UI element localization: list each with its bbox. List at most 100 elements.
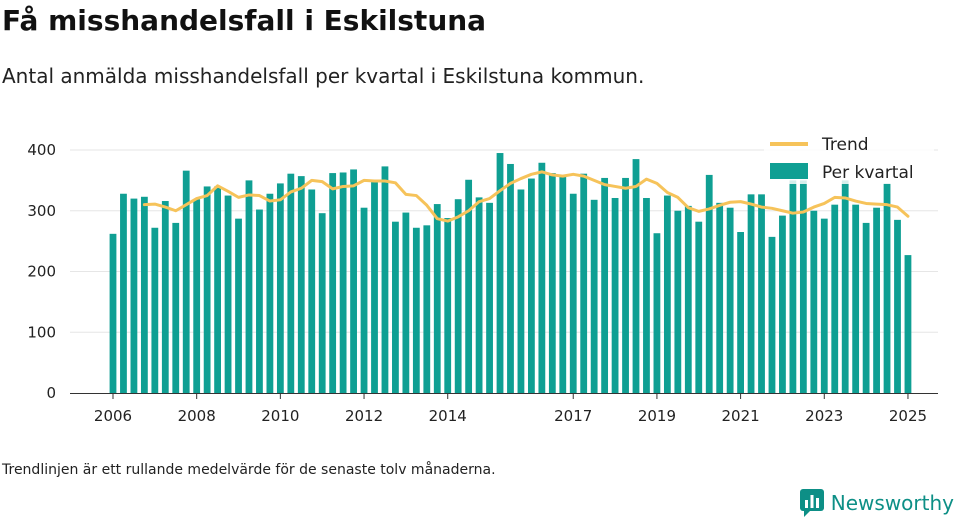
legend-trend-label: Trend — [821, 135, 869, 155]
bar — [339, 172, 347, 393]
bar — [214, 186, 221, 393]
bar — [120, 193, 127, 393]
bar — [590, 199, 598, 393]
bar — [161, 201, 169, 393]
bar — [151, 227, 159, 393]
bar — [663, 195, 671, 393]
y-axis-ticks: 0 100 200 300 400 — [27, 141, 56, 402]
trend-line — [142, 170, 910, 223]
bar — [684, 205, 692, 393]
bar — [758, 194, 765, 393]
bar — [538, 162, 546, 393]
bar — [392, 221, 399, 393]
brand: Newsworthy — [799, 488, 954, 518]
bar — [266, 193, 274, 393]
bar — [695, 221, 703, 393]
bar — [789, 180, 797, 394]
y-tick-label: 0 — [46, 384, 56, 402]
bar — [433, 204, 441, 393]
bar — [444, 218, 452, 393]
bar — [182, 170, 190, 393]
bar — [841, 180, 849, 394]
legend-bar-label: Per kvartal — [822, 163, 914, 183]
bar — [632, 159, 640, 393]
bar — [548, 173, 556, 393]
bar — [224, 195, 232, 393]
bar — [517, 189, 525, 393]
bar — [674, 210, 682, 393]
legend-bar-swatch — [770, 163, 808, 179]
bar — [894, 219, 901, 393]
bar — [486, 202, 493, 393]
bar — [350, 169, 357, 393]
bar — [705, 174, 713, 393]
x-tick-label: 2017 — [554, 407, 592, 425]
brand-name: Newsworthy — [830, 491, 954, 515]
bar — [883, 183, 891, 393]
x-axis-ticks: 2006 2008 2010 2012 2014 2017 2019 2021 2023 2025 — [94, 393, 927, 425]
bar — [653, 233, 661, 393]
x-tick-label: 2008 — [178, 407, 216, 425]
bar — [454, 199, 462, 393]
bar — [308, 189, 316, 393]
bar — [256, 209, 263, 393]
bar — [360, 207, 368, 393]
bars-per-kvartal — [109, 153, 912, 394]
x-tick-label: 2023 — [805, 407, 843, 425]
bar — [371, 181, 378, 393]
bar — [297, 176, 305, 393]
bar — [528, 178, 535, 393]
newsworthy-logo-icon — [799, 489, 824, 517]
y-tick-label: 400 — [27, 141, 56, 159]
bar — [475, 197, 483, 393]
bar — [726, 207, 734, 393]
bar — [130, 198, 138, 393]
bar — [852, 204, 860, 393]
bar — [381, 166, 389, 393]
bar — [716, 202, 724, 393]
bar — [643, 197, 650, 393]
chart-title: Få misshandelsfall i Eskilstuna — [2, 4, 487, 37]
bar — [412, 227, 420, 393]
bar — [622, 177, 629, 393]
bar — [611, 197, 619, 393]
bar — [318, 213, 326, 393]
bar — [109, 233, 117, 393]
x-tick-label: 2019 — [638, 407, 676, 425]
bar — [580, 173, 588, 393]
bar — [873, 207, 880, 393]
bar — [329, 173, 337, 393]
bar — [496, 153, 504, 393]
bar — [287, 173, 295, 393]
bar — [799, 180, 807, 394]
bar — [904, 255, 912, 393]
bar — [507, 163, 514, 393]
bar — [465, 179, 473, 393]
x-tick-label: 2012 — [345, 407, 383, 425]
bar — [276, 183, 284, 393]
chart-subtitle: Antal anmälda misshandelsfall per kvarta… — [2, 64, 645, 88]
footnote: Trendlinjen är ett rullande medelvärde f… — [2, 462, 496, 478]
y-tick-label: 200 — [27, 263, 56, 281]
bar — [402, 212, 410, 393]
bar — [820, 218, 828, 393]
bar — [831, 204, 839, 393]
bar — [747, 194, 755, 393]
bar — [737, 232, 744, 393]
bar — [768, 236, 776, 393]
legend: Trend Per kvartal — [764, 130, 934, 184]
bar — [601, 177, 609, 393]
x-tick-label: 2025 — [889, 407, 927, 425]
x-tick-label: 2010 — [261, 407, 299, 425]
y-tick-label: 300 — [27, 202, 56, 220]
bar — [203, 186, 211, 393]
bar — [193, 199, 201, 393]
bar — [862, 222, 870, 393]
bar — [245, 180, 253, 394]
bar — [423, 225, 431, 393]
x-tick-label: 2021 — [722, 407, 760, 425]
x-tick-label: 2014 — [429, 407, 467, 425]
bar — [172, 222, 180, 393]
y-tick-label: 100 — [27, 323, 56, 341]
